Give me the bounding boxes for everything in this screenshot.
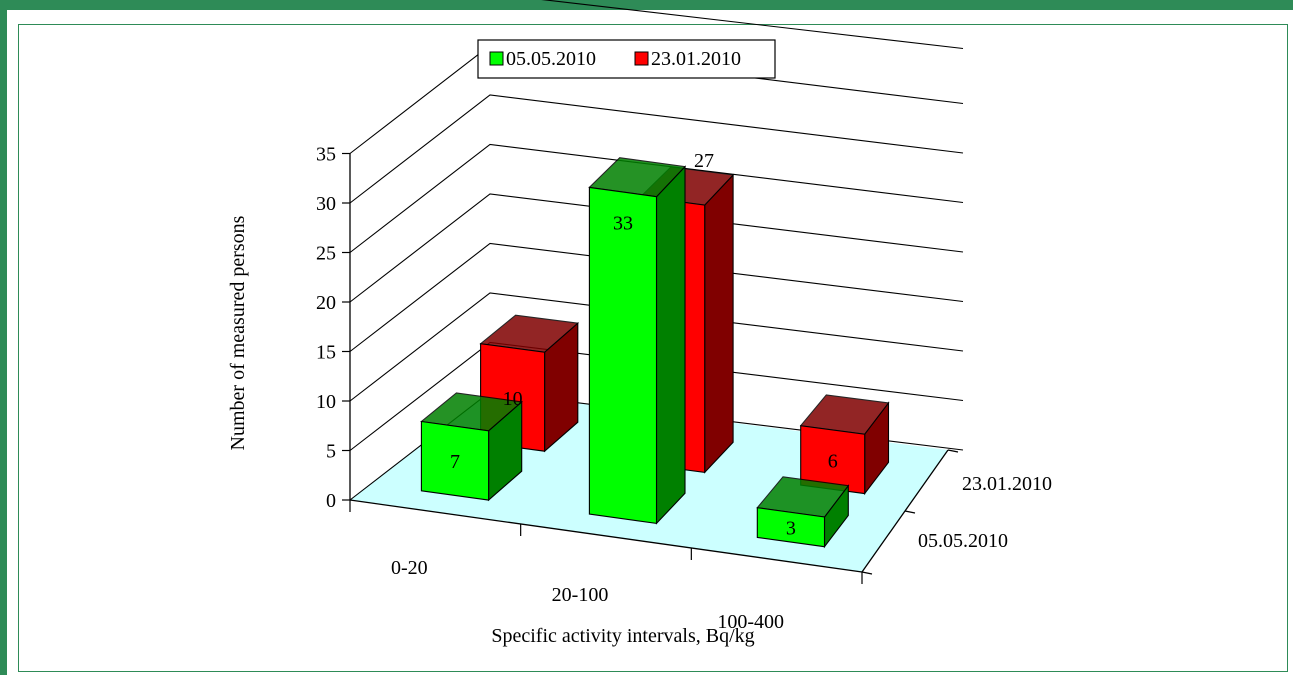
gridline-20 [349, 193, 964, 303]
x-axis-line [349, 499, 863, 573]
depth-tick-label: 23.01.2010 [962, 473, 1052, 495]
y-tick-label: 15 [316, 342, 336, 364]
bar-front [756, 507, 826, 548]
legend-label-series-1: 05.05.2010 [506, 48, 596, 70]
bar-side [655, 165, 686, 525]
x-tick-label: 20-100 [552, 584, 609, 606]
y-tick-label: 0 [326, 490, 336, 512]
depth-tick-label: 05.05.2010 [918, 530, 1008, 552]
gridline-15 [349, 242, 964, 352]
plot-area-border [18, 24, 1288, 672]
gridline-25 [349, 143, 964, 253]
data-label: 3 [786, 518, 796, 540]
y-tick-label: 35 [316, 144, 336, 166]
y-tick-label: 10 [316, 391, 336, 413]
legend-swatch-series-2 [634, 51, 649, 66]
x-tick-label: 0-20 [391, 557, 428, 579]
legend-box [477, 39, 776, 79]
legend-label-series-2: 23.01.2010 [651, 48, 741, 70]
y-tick-label: 30 [316, 193, 336, 215]
tick-labels: 0 5 10 15 20 25 30 35 0-20 20-100 100-400 23.01.201… [316, 144, 1052, 634]
bar-side [704, 173, 734, 474]
depth-tick-mark [904, 510, 916, 514]
legend: 05.05.2010 23.01.2010 [477, 39, 776, 79]
bar-front [588, 186, 658, 525]
gridline-10 [349, 292, 964, 402]
y-tick-label: 20 [316, 292, 336, 314]
x-tick-label: 100-400 [717, 611, 784, 633]
bar-series-1-20-100 [588, 157, 687, 525]
gridline-top [541, 0, 964, 50]
data-label: 33 [613, 212, 633, 234]
y-tick-label: 25 [316, 243, 336, 265]
bar-series-1-0-20 [420, 392, 523, 502]
bar-series-1-100-400 [756, 476, 850, 549]
y-tick-label: 5 [326, 441, 336, 463]
gridline-30 [349, 94, 964, 204]
axes [342, 152, 959, 584]
bars [420, 157, 890, 549]
bar-series-2-100-400 [799, 394, 890, 496]
depth-tick-mark [947, 449, 959, 453]
legend-swatch-series-1 [489, 51, 504, 66]
data-label: 27 [694, 150, 714, 172]
data-label: 7 [450, 451, 460, 473]
data-label: 6 [828, 450, 838, 472]
y-axis-title: Number of measured persons [227, 215, 249, 450]
data-label: 10 [503, 388, 523, 410]
x-axis-title: Specific activity intervals, Bq/kg [491, 625, 754, 647]
bar-front [420, 420, 490, 501]
depth-tick-mark [861, 571, 873, 575]
